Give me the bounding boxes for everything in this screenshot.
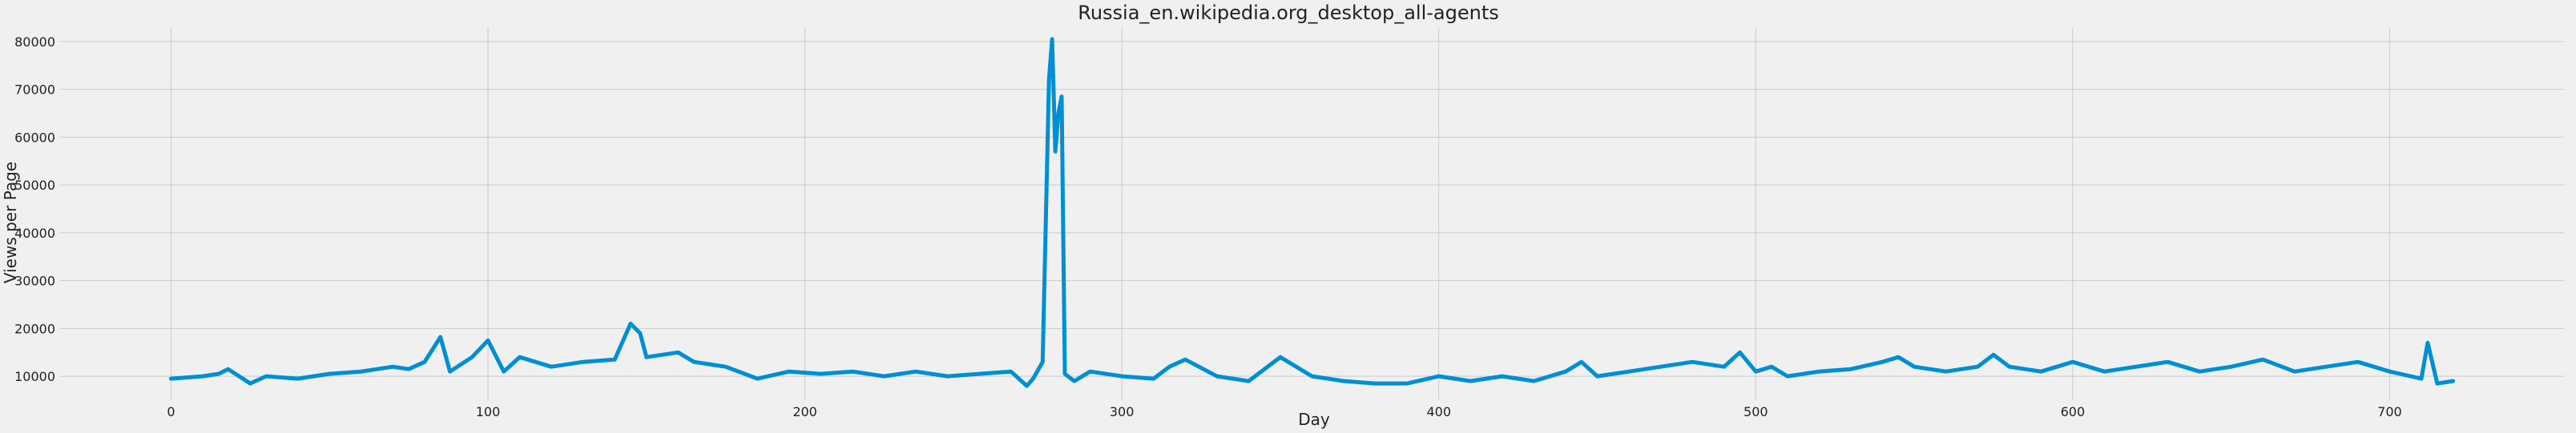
x-tick-label: 700 (2377, 404, 2402, 419)
x-tick-label: 600 (2061, 404, 2086, 419)
y-axis-label: Views per Page (1, 162, 20, 283)
x-gridlines (170, 27, 2390, 400)
series-line (168, 37, 2456, 388)
y-tick-label: 10000 (14, 369, 55, 384)
x-tick-label: 300 (1110, 404, 1135, 419)
y-tick-label: 40000 (14, 226, 55, 241)
y-tick-label: 80000 (14, 34, 55, 50)
x-tick-label: 200 (792, 404, 817, 419)
chart-title: Russia_en.wikipedia.org_desktop_all-agen… (1078, 2, 1499, 24)
y-tick-label: 60000 (14, 130, 55, 145)
x-axis-label: Day (1298, 410, 1330, 429)
x-axis-ticks: 0 100 200 300 400 500 600 700 (167, 404, 2401, 419)
x-tick-label: 500 (1744, 404, 1768, 419)
x-tick-label: 400 (1426, 404, 1451, 419)
y-tick-label: 70000 (14, 82, 55, 98)
y-tick-label: 50000 (14, 178, 55, 193)
x-tick-label: 0 (167, 404, 175, 419)
y-gridlines (60, 41, 2564, 377)
y-axis-ticks: 10000 20000 30000 40000 50000 60000 70000 80000 (14, 34, 55, 384)
x-tick-label: 100 (476, 404, 501, 419)
y-tick-label: 30000 (14, 274, 55, 289)
y-tick-label: 20000 (14, 321, 55, 336)
